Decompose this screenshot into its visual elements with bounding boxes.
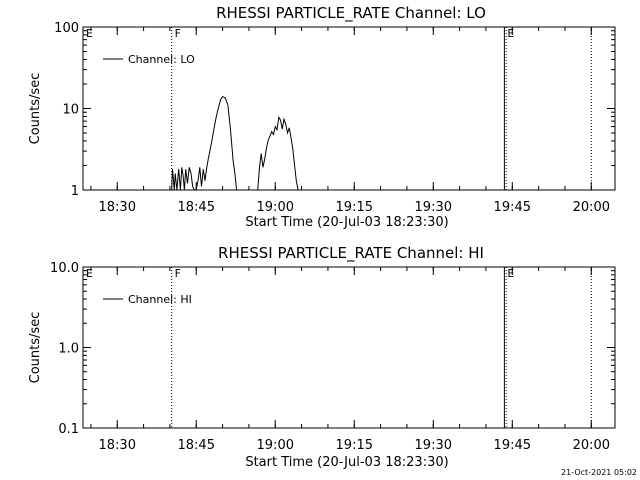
x-tick-label: 19:45 — [494, 438, 531, 453]
x-tick-label: 18:30 — [99, 200, 136, 215]
marker-label: F — [175, 267, 181, 280]
x-tick-label: 18:45 — [178, 200, 215, 215]
y-tick-label: 100 — [54, 21, 79, 36]
chart-title: RHESSI PARTICLE_RATE Channel: HI — [218, 244, 484, 263]
plot-frame — [82, 266, 616, 429]
x-tick-label: 19:45 — [494, 200, 531, 215]
x-axis-label: Start Time (20-Jul-03 18:23:30) — [245, 455, 448, 470]
y-axis-label: Counts/sec — [28, 312, 43, 384]
x-tick-label: 19:00 — [257, 438, 294, 453]
x-tick-label: 19:00 — [257, 200, 294, 215]
timestamp: 21-Oct-2021 05:02 — [561, 468, 637, 477]
marker-label: E — [507, 27, 514, 40]
x-tick-label: 20:00 — [573, 200, 610, 215]
y-tick-label: 0.1 — [58, 422, 79, 437]
x-tick-label: 18:45 — [178, 438, 215, 453]
x-tick-label: 19:30 — [415, 438, 452, 453]
x-tick-label: 19:15 — [336, 438, 373, 453]
legend-label: Channel: HI — [128, 293, 192, 306]
y-tick-label: 10 — [62, 103, 79, 118]
marker-label: E — [86, 267, 93, 280]
x-tick-label: 18:30 — [99, 438, 136, 453]
marker-label: F — [175, 27, 181, 40]
marker-label: E — [507, 267, 514, 280]
y-axis-label: Counts/sec — [28, 73, 43, 145]
x-tick-label: 20:00 — [573, 438, 610, 453]
y-tick-label: 10.0 — [50, 261, 79, 276]
y-tick-label: 1.0 — [58, 342, 79, 357]
x-tick-label: 19:30 — [415, 200, 452, 215]
hi-channel-panel: RHESSI PARTICLE_RATE Channel: HI 0.1 1.0 10… — [28, 244, 616, 470]
chart-title: RHESSI PARTICLE_RATE Channel: LO — [216, 4, 486, 23]
x-axis-label: Start Time (20-Jul-03 18:23:30) — [245, 215, 448, 230]
plot-frame — [82, 26, 616, 191]
series-line-lo — [171, 95, 299, 191]
y-tick-label: 1 — [71, 184, 79, 199]
lo-channel-panel: RHESSI PARTICLE_RATE Channel: LO 1 10 100 18… — [28, 4, 616, 230]
marker-label: E — [86, 27, 93, 40]
legend-label: Channel: LO — [128, 53, 195, 66]
x-tick-label: 19:15 — [336, 200, 373, 215]
